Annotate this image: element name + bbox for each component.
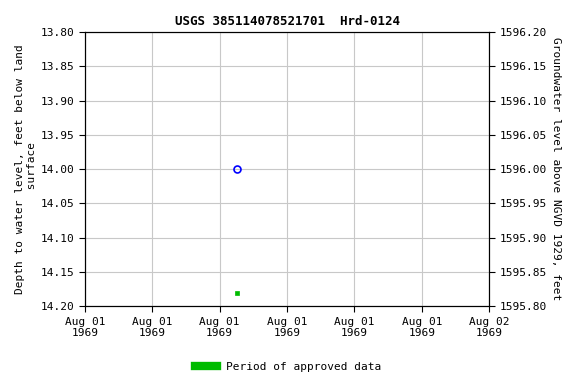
- Y-axis label: Depth to water level, feet below land
 surface: Depth to water level, feet below land su…: [15, 44, 37, 294]
- Legend: Period of approved data: Period of approved data: [191, 358, 385, 377]
- Y-axis label: Groundwater level above NGVD 1929, feet: Groundwater level above NGVD 1929, feet: [551, 38, 561, 301]
- Title: USGS 385114078521701  Hrd-0124: USGS 385114078521701 Hrd-0124: [175, 15, 400, 28]
